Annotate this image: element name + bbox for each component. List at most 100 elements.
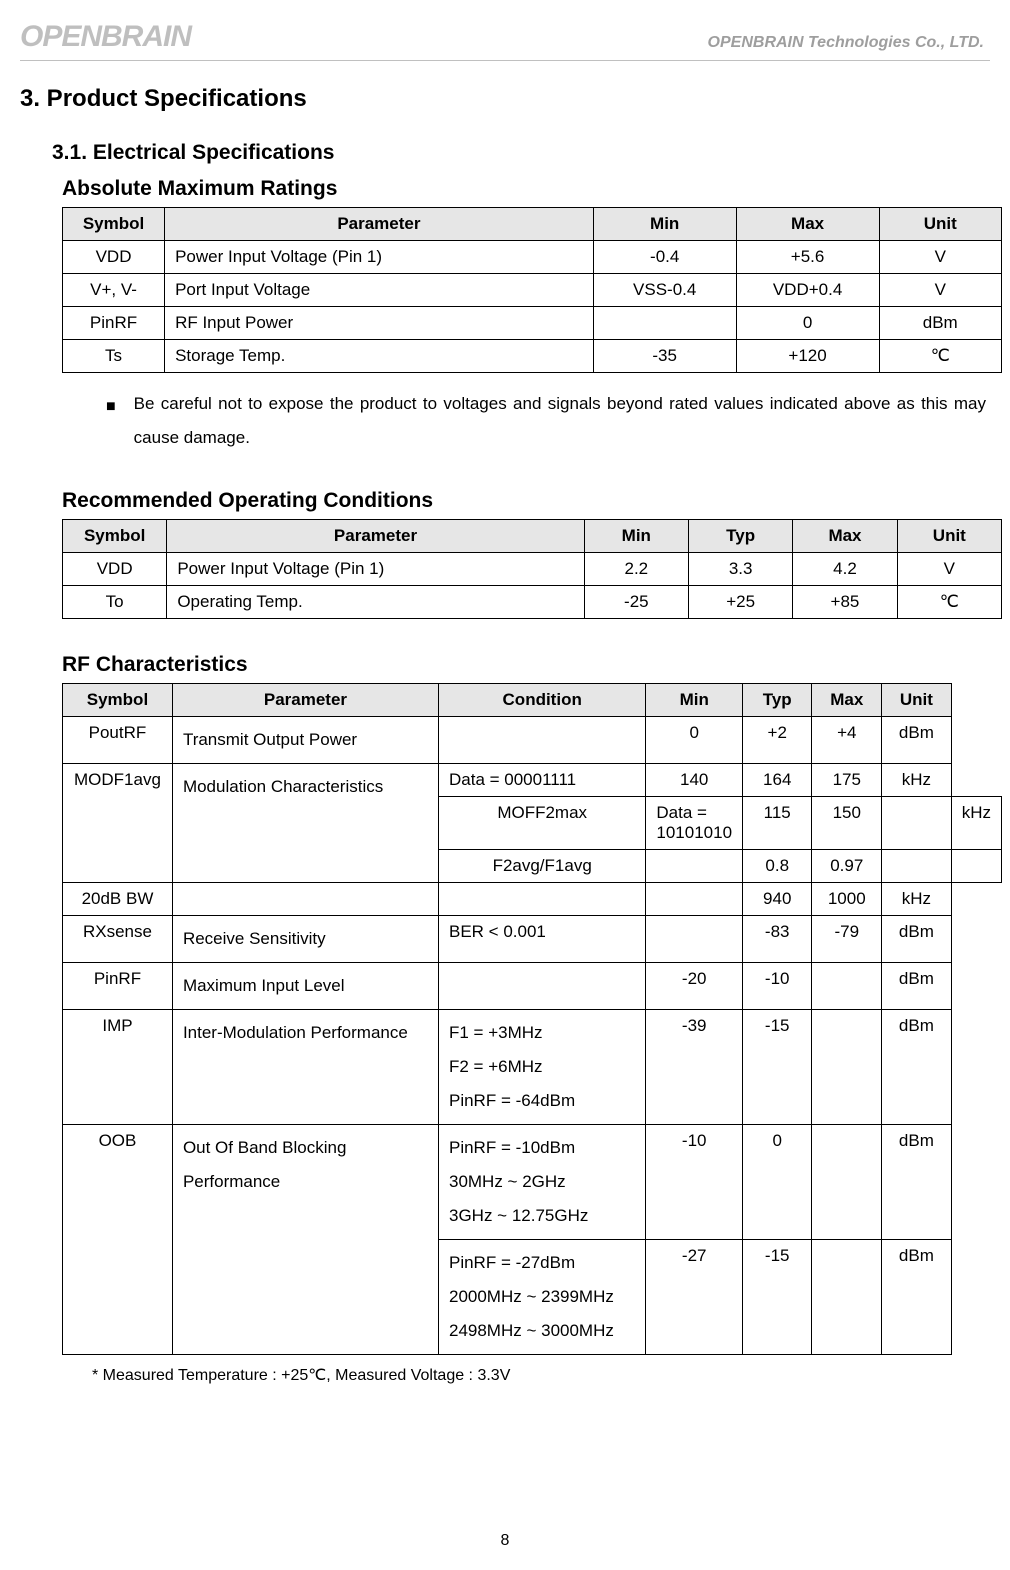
table-cell: 164 (743, 764, 812, 797)
header-divider (20, 60, 990, 61)
table-cell: kHz (882, 883, 952, 916)
table-cell: F2avg/F1avg (438, 850, 645, 883)
table1-note-text: Be careful not to expose the product to … (134, 387, 986, 455)
table-cell: PinRF = -27dBm2000MHz ~ 2399MHz2498MHz ~… (438, 1240, 645, 1355)
table-cell: Data = 00001111 (438, 764, 645, 797)
table-cell: 175 (812, 764, 882, 797)
table-row: PoutRFTransmit Output Power0+2+4dBm (63, 717, 1002, 764)
table-cell: -39 (646, 1010, 743, 1125)
table-header-cell: Max (793, 520, 897, 553)
table-cell: -15 (743, 1240, 812, 1355)
table-cell: dBm (879, 307, 1001, 340)
table-cell: 0.97 (812, 850, 882, 883)
table-cell: 4.2 (793, 553, 897, 586)
table2-title: Recommended Operating Conditions (62, 489, 990, 513)
table-cell: BER < 0.001 (438, 916, 645, 963)
table-cell: 140 (646, 764, 743, 797)
table3-title: RF Characteristics (62, 653, 990, 677)
table-header-cell: Symbol (63, 684, 173, 717)
table-cell: -25 (584, 586, 688, 619)
table-cell: -79 (812, 916, 882, 963)
table-row: VDDPower Input Voltage (Pin 1)2.23.34.2V (63, 553, 1002, 586)
table-cell: Ts (63, 340, 165, 373)
table-cell: kHz (882, 764, 952, 797)
table-row: ToOperating Temp.-25+25+85℃ (63, 586, 1002, 619)
page: OPENBRAIN OPENBRAIN Technologies Co., LT… (0, 0, 1010, 1570)
table-row: PinRFMaximum Input Level-20-10dBm (63, 963, 1002, 1010)
table-cell: OOB (63, 1125, 173, 1355)
table-cell: ℃ (879, 340, 1001, 373)
table-header-cell: Min (584, 520, 688, 553)
table-cell (882, 797, 952, 850)
table-cell: RXsense (63, 916, 173, 963)
table-cell: VDD+0.4 (736, 274, 879, 307)
table-cell: To (63, 586, 167, 619)
table-cell: dBm (882, 717, 952, 764)
table-cell: +120 (736, 340, 879, 373)
table-cell: dBm (882, 963, 952, 1010)
table-cell: 20dB BW (63, 883, 173, 916)
table-cell: -10 (743, 963, 812, 1010)
table-cell: V (897, 553, 1001, 586)
table-cell (438, 883, 645, 916)
table-header-cell: Parameter (165, 208, 594, 241)
table-header-cell: Unit (882, 684, 952, 717)
table-cell: 2.2 (584, 553, 688, 586)
table-cell (646, 916, 743, 963)
table-cell: 3.3 (688, 553, 792, 586)
table-cell (172, 883, 438, 916)
table-cell: Transmit Output Power (172, 717, 438, 764)
table-header-cell: Min (646, 684, 743, 717)
table-cell: Inter-Modulation Performance (172, 1010, 438, 1125)
table-cell: 0 (736, 307, 879, 340)
table-cell: 0 (646, 717, 743, 764)
table-header-cell: Typ (688, 520, 792, 553)
table-cell: 150 (812, 797, 882, 850)
table-cell: ℃ (897, 586, 1001, 619)
table-cell: Out Of Band Blocking Performance (172, 1125, 438, 1355)
table-cell: dBm (882, 1010, 952, 1125)
table-cell: PinRF = -10dBm30MHz ~ 2GHz3GHz ~ 12.75GH… (438, 1125, 645, 1240)
table-cell: Modulation Characteristics (172, 764, 438, 883)
table-cell: VDD (63, 241, 165, 274)
table-cell: PinRF (63, 963, 173, 1010)
table-cell: IMP (63, 1010, 173, 1125)
table-cell: Storage Temp. (165, 340, 594, 373)
subsection-heading: 3.1. Electrical Specifications (52, 141, 990, 165)
table-cell: 0.8 (743, 850, 812, 883)
recommended-operating-conditions-table: SymbolParameterMinTypMaxUnit VDDPower In… (62, 519, 1002, 619)
table-cell: MOFF2max (438, 797, 645, 850)
page-number: 8 (0, 1532, 1010, 1550)
table-header-cell: Unit (879, 208, 1001, 241)
table-row: 20dB BW 9401000kHz (63, 883, 1002, 916)
table-cell (812, 1010, 882, 1125)
table-cell: -35 (593, 340, 736, 373)
table-header-cell: Parameter (167, 520, 584, 553)
absolute-maximum-ratings-table: SymbolParameterMinMaxUnit VDDPower Input… (62, 207, 1002, 373)
table-cell (812, 963, 882, 1010)
table-cell: RF Input Power (165, 307, 594, 340)
table-cell: +25 (688, 586, 792, 619)
table-cell: 0 (743, 1125, 812, 1240)
table-cell: Power Input Voltage (Pin 1) (167, 553, 584, 586)
table-cell: kHz (951, 797, 1001, 850)
table-cell (593, 307, 736, 340)
table-row: MODF1avgModulation CharacteristicsData =… (63, 764, 1002, 797)
brand-logo: OPENBRAIN (20, 20, 191, 54)
table-row: V+, V-Port Input VoltageVSS-0.4VDD+0.4V (63, 274, 1002, 307)
table-cell: VDD (63, 553, 167, 586)
table1-note: ■ Be careful not to expose the product t… (106, 387, 990, 455)
table-header-cell: Symbol (63, 520, 167, 553)
table-cell: -83 (743, 916, 812, 963)
table-cell: 115 (743, 797, 812, 850)
page-header: OPENBRAIN OPENBRAIN Technologies Co., LT… (20, 20, 990, 54)
table-cell: 1000 (812, 883, 882, 916)
table-cell: 940 (743, 883, 812, 916)
table-header-cell: Min (593, 208, 736, 241)
table-cell: PinRF (63, 307, 165, 340)
table-cell: -15 (743, 1010, 812, 1125)
company-name: OPENBRAIN Technologies Co., LTD. (708, 34, 984, 52)
table-cell: -27 (646, 1240, 743, 1355)
table-cell: Maximum Input Level (172, 963, 438, 1010)
table-cell: -10 (646, 1125, 743, 1240)
